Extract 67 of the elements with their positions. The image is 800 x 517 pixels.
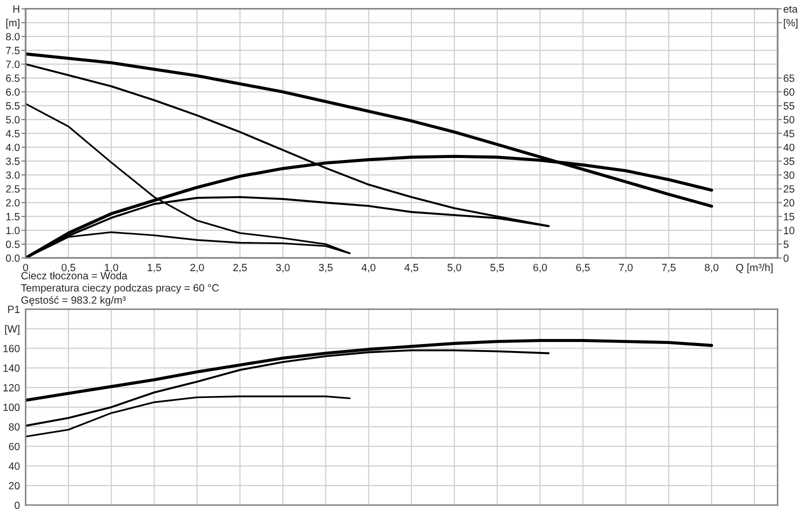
y-tick-label: 120 [3, 384, 20, 392]
y-tick-label: 6.5 [6, 74, 20, 82]
x-tick-label: 1,0 [104, 264, 118, 272]
y2-tick-label: eta [784, 6, 798, 13]
y-tick-label: H [13, 5, 20, 13]
y-tick-label: 6.0 [6, 88, 20, 96]
y2-tick-label: 55 [784, 102, 794, 110]
y-tick-label: 40 [8, 462, 20, 470]
y-tick-label: [m] [6, 18, 20, 29]
x-tick-label: 8,0 [704, 264, 718, 272]
y2-tick-label: 35 [784, 158, 794, 165]
y2-tick-label: 50 [784, 116, 794, 124]
y-tick-label: 0 [14, 502, 20, 509]
y-tick-label: 0.0 [6, 254, 20, 262]
y-tick-label: 3.0 [6, 171, 20, 179]
x-tick-label: 2,5 [233, 264, 247, 272]
x-tick-label: Q [m³/h] [736, 264, 773, 274]
y-tick-label: 2.5 [6, 185, 20, 193]
x-tick-label: 7,5 [662, 264, 676, 272]
x-tick-label: 1,5 [148, 264, 162, 272]
y2-tick-label: 0 [784, 254, 789, 262]
text: Gęstość = 983.2 kg/m³ [21, 296, 126, 306]
y-tick-label: 5.5 [6, 102, 20, 110]
x-tick-label: 5,0 [448, 264, 462, 272]
text: Ciecz tłoczona = Woda [21, 272, 128, 280]
y-tick-label: P1 [8, 306, 20, 313]
y2-tick-label: 30 [784, 171, 794, 179]
y-tick-label: 2.0 [6, 199, 20, 206]
x-tick-label: 6,0 [533, 264, 547, 272]
x-tick-label: 3,0 [276, 264, 290, 272]
y-tick-label: 60 [8, 442, 20, 450]
y2-tick-label: 15 [784, 213, 794, 220]
y-tick-label: 7.0 [6, 60, 20, 68]
x-tick-label: 7,0 [619, 264, 633, 272]
text: Temperatura cieczy podczas pracy = 60 °C [21, 284, 219, 294]
y2-tick-label: 25 [784, 185, 794, 193]
y-tick-label: 160 [3, 344, 20, 352]
y-tick-label: 140 [3, 364, 20, 372]
y-tick-label: 3.5 [6, 158, 20, 165]
y-tick-label: 1.5 [6, 213, 20, 220]
y-tick-label: [W] [5, 324, 20, 335]
x-tick-label: 3,5 [318, 264, 333, 272]
y-tick-label: 80 [8, 423, 20, 431]
x-tick-label: 6,5 [576, 264, 590, 272]
x-tick-label: 2,0 [190, 264, 204, 272]
y2-tick-label: 20 [784, 199, 794, 206]
x-tick-label: 0,5 [62, 264, 76, 272]
y-tick-label: 0.5 [6, 240, 20, 248]
y2-tick-label: 40 [783, 144, 794, 152]
y2-tick-label: 5 [784, 240, 789, 248]
y-tick-label: 5.0 [6, 116, 20, 124]
y-tick-label: 100 [3, 404, 20, 412]
y2-tick-label: 45 [783, 130, 794, 138]
y2-tick-label: 65 [784, 74, 794, 82]
x-tick-label: 0 [23, 264, 28, 272]
y-tick-label: 8.0 [6, 32, 20, 40]
y-tick-label: 7.5 [6, 46, 20, 54]
x-tick-label: 4,0 [362, 264, 376, 272]
y-tick-label: 4.0 [6, 144, 20, 152]
y2-tick-label: 10 [784, 226, 794, 234]
x-tick-label: 4,5 [404, 264, 418, 272]
y2-tick-label: 60 [784, 88, 794, 96]
y-tick-label: 1.0 [6, 226, 20, 234]
y-tick-label: 20 [8, 482, 20, 490]
y-tick-label: 4.5 [6, 130, 20, 138]
y2-tick-label: [%] [784, 18, 798, 29]
x-tick-label: 5,5 [490, 264, 504, 272]
